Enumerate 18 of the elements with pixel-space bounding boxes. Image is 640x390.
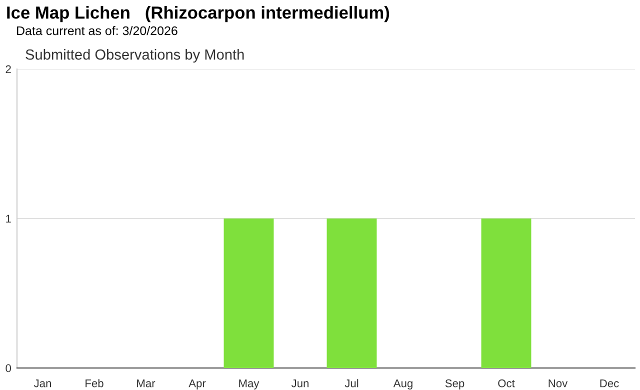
x-tick-label: Jan xyxy=(34,380,51,388)
x-tick-label: Jun xyxy=(291,380,308,388)
x-tick-label: Apr xyxy=(188,380,206,390)
x-tick-label: Feb xyxy=(86,379,104,388)
x-tick-label: Aug xyxy=(393,380,412,390)
y-tick-label: 1 xyxy=(6,214,11,223)
chart-subtitle: Data current as of: 3/20/2026 xyxy=(17,26,178,36)
x-tick-label: Mar xyxy=(137,380,156,388)
y-tick-label: 0 xyxy=(6,364,12,372)
x-tick-label: Jul xyxy=(344,379,358,388)
x-tick-label: Nov xyxy=(548,380,568,388)
x-tick-label: May xyxy=(239,380,260,390)
x-tick-label: Oct xyxy=(498,379,515,388)
y-tick-label: 2 xyxy=(6,65,11,74)
chart-title: Ice Map Lichen (Rhizocarpon intermediellum) xyxy=(7,6,390,22)
x-tick-label: Dec xyxy=(600,380,619,388)
x-tick-label: Sep xyxy=(445,379,464,390)
text: Submitted Observations by Month xyxy=(26,49,244,63)
